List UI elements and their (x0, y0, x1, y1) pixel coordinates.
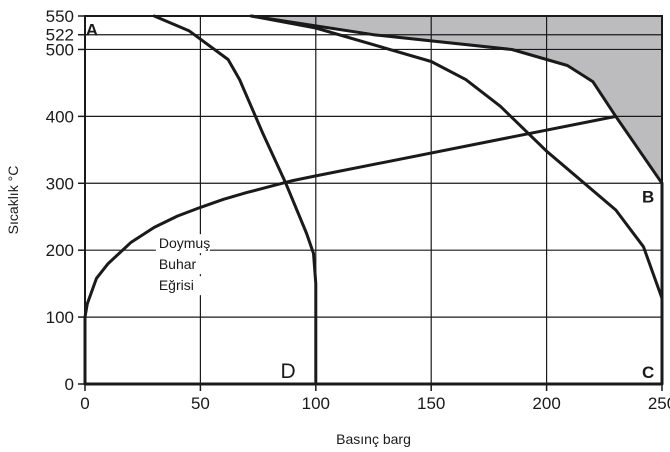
y-tick-label-550: 550 (46, 7, 74, 26)
y-axis-label: Sıcaklık °C (5, 166, 21, 235)
x-tick-label-250: 250 (648, 394, 670, 413)
x-tick-label-50: 50 (191, 394, 210, 413)
annotation-bg-0 (155, 234, 210, 254)
y-tick-label-400: 400 (46, 107, 74, 126)
plot-frame (84, 15, 663, 385)
x-tick-label-150: 150 (417, 394, 445, 413)
corner-label-d: D (281, 360, 296, 383)
series-line-outer (249, 14, 664, 185)
x-tick-label-100: 100 (302, 394, 330, 413)
x-axis-label: Basınç barg (336, 431, 411, 447)
corner-label-a: A (86, 20, 98, 39)
annotation-bg-1 (155, 255, 202, 275)
series-line-boundary_middle (249, 14, 664, 300)
shaded-region-layer (251, 16, 662, 184)
saturation-curve-label-line-0: Doymuş (159, 235, 210, 251)
y-tick-label-100: 100 (46, 308, 74, 327)
corner-label-c: C (642, 363, 654, 382)
shaded-region (251, 16, 662, 184)
annotation-layer: A B C D Doymuş Buhar Eğrisi (86, 20, 655, 383)
x-tick-label-0: 0 (80, 394, 89, 413)
y-tick-label-300: 300 (46, 174, 74, 193)
saturation-curve-label-line-1: Buhar (159, 256, 197, 272)
labels-layer: Basınç barg Sıcaklık °C (5, 166, 411, 447)
corner-label-b: B (642, 188, 654, 207)
series-line-saturation (83, 114, 618, 319)
annotation-bg-2 (155, 276, 210, 296)
y-tick-label-522: 522 (46, 26, 74, 45)
y-tick-label-200: 200 (46, 241, 74, 260)
saturation-curve-label-line-2: Eğrisi (159, 277, 194, 293)
x-tick-label-200: 200 (532, 394, 560, 413)
series-line-boundary_d (152, 14, 318, 386)
y-tick-label-0: 0 (65, 375, 74, 394)
y-tick-label-500: 500 (46, 40, 74, 59)
